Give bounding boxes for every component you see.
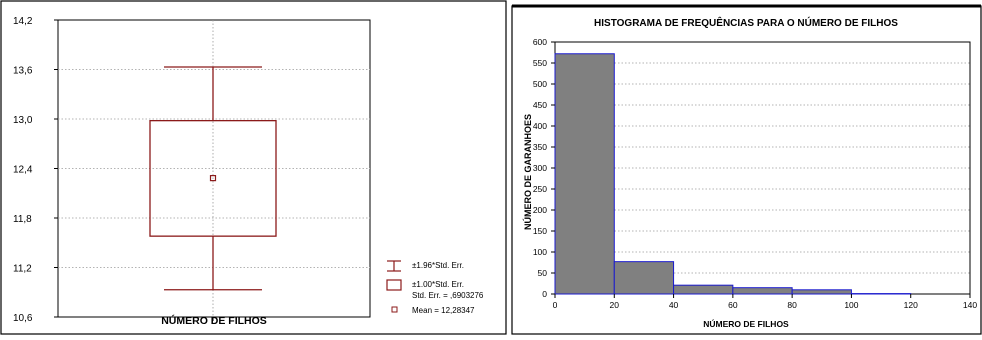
histogram-y-tick-label: 150: [533, 226, 547, 236]
box-plot-y-tick-label: 13,6: [13, 66, 33, 77]
histogram-y-tick-label: 200: [533, 205, 547, 215]
histogram-y-tick-label: 50: [538, 268, 548, 278]
histogram-bar: [614, 262, 673, 294]
histogram-x-tick-label: 100: [844, 300, 858, 310]
box-plot-y-tick-label: 11,8: [13, 214, 32, 225]
box-plot-y-tick-label: 10,6: [13, 313, 33, 324]
box-plot-y-tick-label: 13,0: [13, 115, 33, 126]
histogram-x-tick-label: 40: [669, 300, 679, 310]
histogram-x-tick-label: 120: [904, 300, 918, 310]
legend-mean-label: Mean = 12,28347: [412, 306, 475, 315]
legend-std-err-label: Std. Err. = ,6903276: [412, 291, 484, 300]
histogram-y-tick-label: 350: [533, 142, 547, 152]
histogram-x-tick-label: 80: [787, 300, 797, 310]
histogram-bar: [733, 288, 792, 294]
histogram-y-tick-label: 100: [533, 247, 547, 257]
box-plot-y-tick-label: 11,2: [13, 264, 32, 275]
box-plot-y-tick-label: 14,2: [13, 16, 33, 27]
histogram-title: HISTOGRAMA DE FREQUÊNCIAS PARA O NÚMERO …: [594, 16, 898, 29]
histogram-x-tick-label: 20: [610, 300, 620, 310]
histogram-y-tick-label: 0: [542, 289, 547, 299]
histogram-x-tick-label: 140: [963, 300, 977, 310]
histogram-bar: [555, 54, 614, 294]
histogram-y-tick-label: 550: [533, 58, 547, 68]
histogram-x-tick-label: 60: [728, 300, 738, 310]
legend-box-label: ±1.00*Std. Err.: [412, 280, 464, 289]
histogram-y-tick-label: 300: [533, 163, 547, 173]
histogram-y-tick-label: 250: [533, 184, 547, 194]
histogram-y-tick-label: 500: [533, 79, 547, 89]
histogram-x-label: NÚMERO DE FILHOS: [703, 318, 789, 329]
legend-whisker-label: ±1.96*Std. Err.: [412, 261, 464, 270]
histogram-bar: [792, 290, 851, 294]
histogram-bar: [674, 285, 733, 294]
histogram-y-tick-label: 400: [533, 121, 547, 131]
box-plot-x-label: NÚMERO DE FILHOS: [161, 314, 267, 327]
box-plot-y-tick-label: 12,4: [13, 165, 33, 176]
histogram-y-tick-label: 600: [533, 37, 547, 47]
histogram-x-tick-label: 0: [553, 300, 558, 310]
histogram-y-label: NÚMERO DE GARANHOES: [522, 114, 533, 230]
histogram-y-tick-label: 450: [533, 100, 547, 110]
